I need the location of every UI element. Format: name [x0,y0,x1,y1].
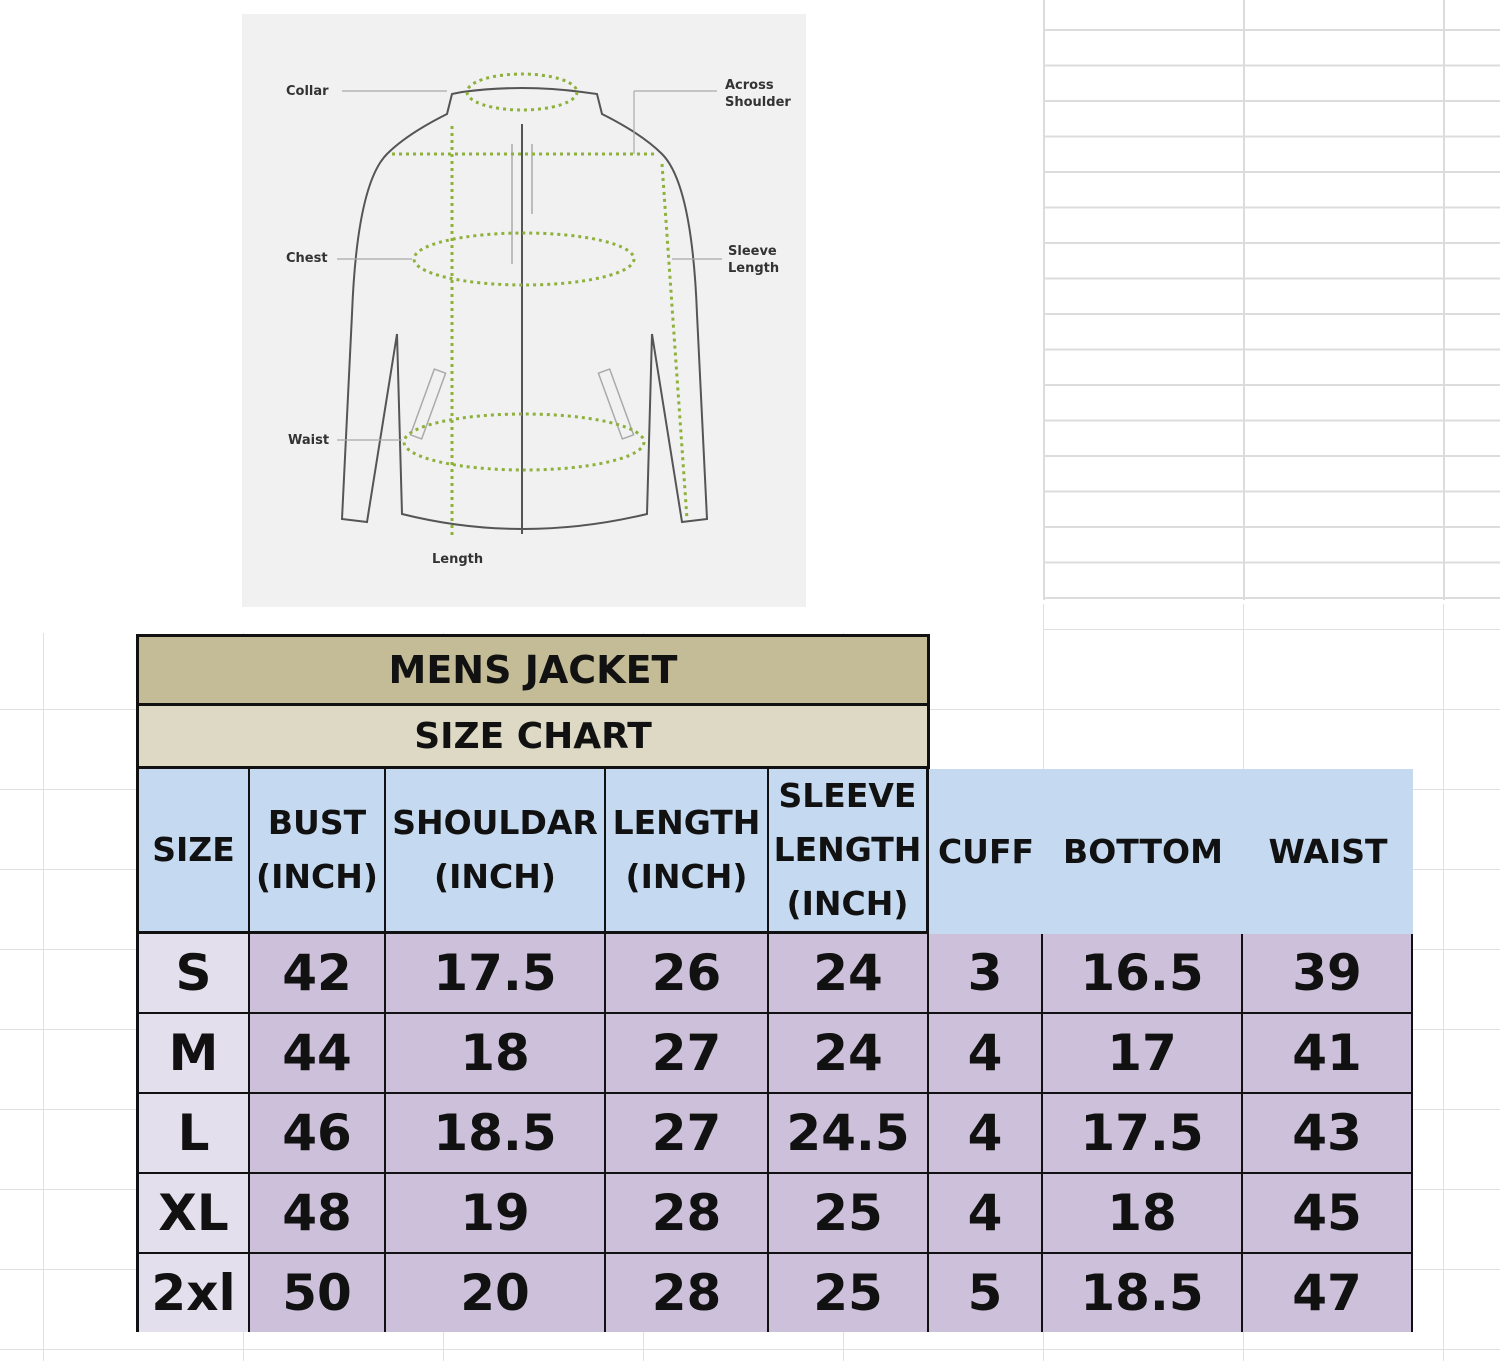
table-cell: 20 [386,1254,606,1332]
table-cell: 26 [606,934,769,1014]
size-cell: L [136,1094,250,1174]
spreadsheet-grid-right [1043,0,1500,600]
waist-label: Waist [288,433,330,448]
table-cell: 17.5 [1043,1094,1243,1174]
table-cell: 18 [386,1014,606,1094]
table-cell: 18 [1043,1174,1243,1254]
column-header: LENGTH (INCH) [606,769,769,934]
size-cell: 2xl [136,1254,250,1332]
column-header: BUST (INCH) [250,769,386,934]
table-cell: 19 [386,1174,606,1254]
length-label: Length [432,552,484,567]
table-cell: 48 [250,1174,386,1254]
table-cell: 5 [929,1254,1043,1332]
table-cell: 42 [250,934,386,1014]
table-cell: 4 [929,1014,1043,1094]
table-cell: 44 [250,1014,386,1094]
table-cell: 25 [769,1174,929,1254]
table-title: MENS JACKET [136,634,930,706]
table-cell: 24 [769,934,929,1014]
table-cell: 24 [769,1014,929,1094]
table-subtitle: SIZE CHART [136,706,930,769]
table-cell: 4 [929,1174,1043,1254]
table-cell: 43 [1243,1094,1413,1174]
table-cell: 28 [606,1174,769,1254]
table-cell: 3 [929,934,1043,1014]
chest-label: Chest [286,251,328,266]
column-header: SIZE [136,769,250,934]
size-cell: XL [136,1174,250,1254]
collar-label: Collar [286,84,329,99]
column-header: CUFF [929,769,1043,934]
jacket-illustration [337,72,722,539]
column-header: SHOULDAR (INCH) [386,769,606,934]
table-cell: 16.5 [1043,934,1243,1014]
table-cell: 17 [1043,1014,1243,1094]
table-cell: 24.5 [769,1094,929,1174]
size-cell: S [136,934,250,1014]
table-cell: 39 [1243,934,1413,1014]
column-header: SLEEVE LENGTH (INCH) [769,769,929,934]
table-cell: 4 [929,1094,1043,1174]
table-cell: 27 [606,1014,769,1094]
table-cell: 27 [606,1094,769,1174]
table-cell: 41 [1243,1014,1413,1094]
table-cell: 50 [250,1254,386,1332]
table-cell: 45 [1243,1174,1413,1254]
column-header: BOTTOM [1043,769,1243,934]
jacket-measurement-diagram: Collar Across Shoulder Chest Sleeve Leng… [242,14,806,607]
across-shoulder-label: Across Shoulder [725,78,791,110]
table-cell: 18.5 [1043,1254,1243,1332]
table-cell: 28 [606,1254,769,1332]
table-cell: 47 [1243,1254,1413,1332]
table-cell: 46 [250,1094,386,1174]
table-cell: 17.5 [386,934,606,1014]
column-header: WAIST [1243,769,1413,934]
table-cell: 18.5 [386,1094,606,1174]
size-cell: M [136,1014,250,1094]
table-cell: 25 [769,1254,929,1332]
sleeve-length-label: Sleeve Length [728,244,780,276]
